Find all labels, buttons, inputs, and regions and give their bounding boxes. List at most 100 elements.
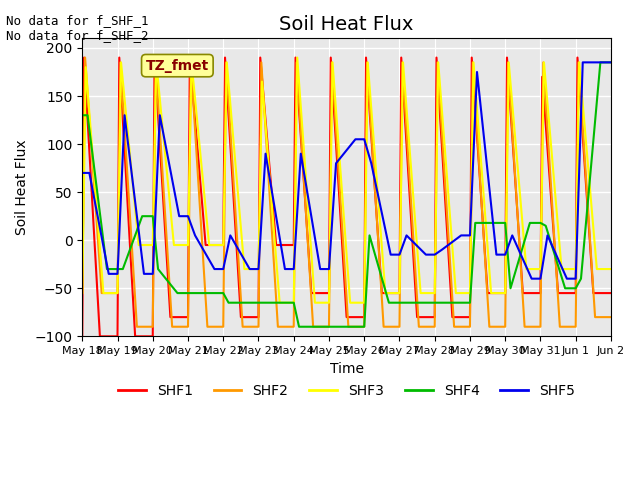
- SHF4: [225, 300, 232, 306]
- SHF3: [255, 266, 262, 272]
- SHF4: [114, 266, 122, 272]
- SHF1: [360, 314, 368, 320]
- SHF3: [557, 266, 565, 272]
- Line: SHF5: SHF5: [83, 62, 611, 279]
- SHF4: [431, 300, 438, 306]
- SHF4: [315, 324, 323, 330]
- Line: SHF1: SHF1: [83, 58, 611, 336]
- SHF5: [140, 271, 148, 277]
- SHF5: [184, 213, 192, 219]
- SHF1: [484, 290, 492, 296]
- SHF1: [292, 55, 300, 60]
- SHF1: [308, 290, 316, 296]
- SHF1: [607, 290, 615, 296]
- SHF1: [362, 55, 370, 60]
- SHF5: [156, 112, 164, 118]
- SHF4: [209, 290, 216, 296]
- SHF2: [149, 324, 157, 330]
- SHF2: [325, 324, 333, 330]
- SHF5: [528, 276, 536, 282]
- Line: SHF4: SHF4: [83, 62, 611, 327]
- SHF3: [79, 290, 86, 296]
- SHF1: [343, 314, 351, 320]
- SHF4: [325, 324, 333, 330]
- SHF4: [456, 300, 463, 306]
- SHF3: [466, 290, 474, 296]
- SHF4: [84, 112, 92, 118]
- SHF4: [396, 300, 403, 306]
- SHF3: [329, 60, 337, 65]
- SHF1: [589, 290, 597, 296]
- SHF5: [79, 170, 86, 176]
- SHF3: [360, 300, 368, 306]
- SHF1: [150, 55, 158, 60]
- SHF5: [220, 266, 227, 272]
- SHF3: [364, 60, 372, 65]
- SHF3: [205, 242, 213, 248]
- SHF4: [526, 220, 534, 226]
- SHF4: [260, 300, 268, 306]
- SHF1: [290, 242, 298, 248]
- SHF5: [114, 271, 122, 277]
- SHF3: [346, 300, 354, 306]
- SHF1: [396, 290, 403, 296]
- SHF1: [149, 334, 157, 339]
- SHF1: [466, 314, 474, 320]
- SHF5: [572, 276, 580, 282]
- SHF2: [274, 324, 282, 330]
- SHF4: [466, 300, 474, 306]
- SHF4: [244, 300, 252, 306]
- SHF3: [381, 290, 389, 296]
- SHF2: [114, 290, 122, 296]
- SHF3: [149, 242, 157, 248]
- SHF1: [272, 242, 280, 248]
- SHF5: [86, 170, 93, 176]
- SHF5: [262, 151, 269, 156]
- Line: SHF2: SHF2: [83, 58, 611, 327]
- SHF3: [135, 242, 143, 248]
- SHF4: [501, 220, 509, 226]
- SHF1: [503, 55, 511, 60]
- SHF3: [505, 60, 513, 65]
- SHF1: [166, 314, 174, 320]
- SHF5: [579, 60, 587, 65]
- SHF3: [522, 266, 530, 272]
- SHF4: [536, 220, 544, 226]
- SHF2: [255, 324, 262, 330]
- SHF5: [360, 136, 368, 142]
- SHF3: [276, 300, 284, 306]
- SHF4: [507, 286, 515, 291]
- Text: No data for f_SHF_1
No data for f_SHF_2: No data for f_SHF_1 No data for f_SHF_2: [6, 14, 149, 42]
- SHF1: [519, 290, 527, 296]
- SHF2: [309, 324, 317, 330]
- SHF2: [380, 324, 387, 330]
- SHF5: [607, 60, 615, 65]
- SHF3: [452, 290, 460, 296]
- SHF2: [399, 60, 406, 65]
- SHF2: [521, 324, 529, 330]
- SHF5: [458, 232, 465, 238]
- SHF3: [325, 300, 333, 306]
- SHF4: [149, 213, 157, 219]
- SHF4: [561, 286, 569, 291]
- SHF1: [131, 334, 139, 339]
- SHF4: [189, 290, 197, 296]
- SHF1: [536, 290, 544, 296]
- SHF3: [220, 242, 227, 248]
- SHF3: [536, 266, 544, 272]
- SHF3: [417, 290, 424, 296]
- SHF3: [114, 290, 122, 296]
- SHF5: [387, 252, 394, 257]
- SHF5: [325, 266, 333, 272]
- SHF4: [572, 286, 580, 291]
- SHF4: [436, 300, 444, 306]
- SHF2: [556, 324, 564, 330]
- SHF3: [241, 266, 248, 272]
- SHF1: [96, 334, 104, 339]
- SHF3: [311, 300, 319, 306]
- SHF2: [328, 60, 335, 65]
- SHF5: [493, 252, 500, 257]
- SHF3: [487, 290, 495, 296]
- SHF3: [293, 55, 301, 60]
- SHF4: [154, 266, 162, 272]
